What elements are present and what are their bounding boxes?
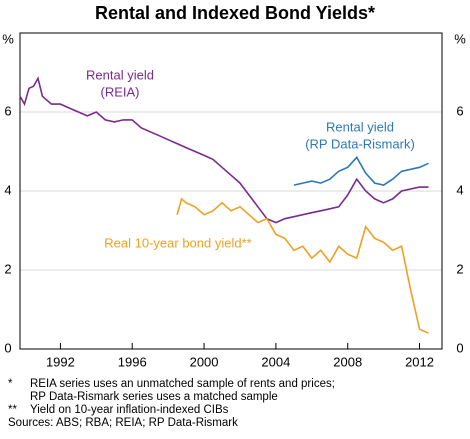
y-unit-right: %: [454, 31, 466, 46]
note-text: REIA series uses an unmatched sample of …: [30, 378, 335, 390]
y-tick-label: 0: [4, 340, 11, 355]
note-text: Yield on 10-year inflation-indexed CIBs: [30, 404, 229, 416]
x-tick-label: 2012: [405, 354, 434, 369]
y-tick-label: 2: [4, 261, 11, 276]
x-tick-label: 2000: [190, 354, 219, 369]
y2-tick-label: 2: [456, 261, 463, 276]
y-tick-label: 4: [4, 182, 11, 197]
y2-tick-label: 0: [456, 340, 463, 355]
series-label: Rental yield: [326, 119, 394, 134]
y-unit-left: %: [2, 31, 14, 46]
note-text: RP Data-Rismark series uses a matched sa…: [30, 391, 278, 403]
series-label: Rental yield: [86, 67, 154, 82]
series-line: [19, 76, 429, 224]
x-tick-label: 1996: [118, 354, 147, 369]
source: Sources: ABS; RBA; REIA; RP Data-Rismark: [8, 417, 238, 429]
chart-title: Rental and Indexed Bond Yields*: [95, 3, 375, 23]
x-tick-label: 1992: [46, 354, 75, 369]
y2-tick-label: 4: [456, 182, 463, 197]
series-label: (REIA): [101, 84, 140, 99]
series-label: Real 10-year bond yield**: [104, 235, 251, 250]
y-tick-label: 6: [4, 103, 11, 118]
note-mark: **: [8, 404, 17, 416]
x-tick-label: 2004: [261, 354, 290, 369]
plot-frame: [19, 32, 443, 350]
series-line: [293, 156, 429, 186]
y2-tick-label: 6: [456, 103, 463, 118]
series-label: (RP Data-Rismark): [305, 136, 415, 151]
x-tick-label: 2008: [333, 354, 362, 369]
note-mark: *: [8, 378, 13, 390]
series-line: [176, 197, 429, 334]
